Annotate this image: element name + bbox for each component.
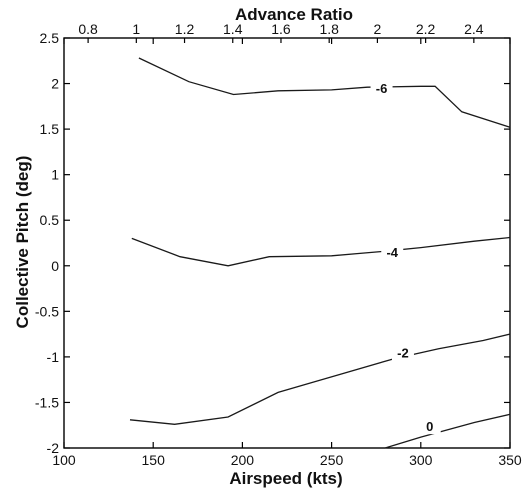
x-tick-label: 250 bbox=[320, 452, 344, 468]
top-tick-label: 0.8 bbox=[78, 21, 98, 37]
y-tick-label: 1.5 bbox=[40, 121, 60, 137]
y-tick-label: 0 bbox=[51, 258, 59, 274]
top-tick-label: 1.2 bbox=[175, 21, 195, 37]
y-axis-title: Collective Pitch (deg) bbox=[13, 156, 32, 329]
x-axis-title: Airspeed (kts) bbox=[229, 469, 342, 488]
contour-label-bg bbox=[370, 80, 393, 97]
y-tick-label: 1 bbox=[51, 167, 59, 183]
y-ticks: -2 -1.5 -1 -0.5 0 0.5 1 1.5 2 2.5 bbox=[35, 30, 510, 456]
x-ticks: 100 150 200 250 300 350 bbox=[52, 38, 522, 468]
y-tick-label: -2 bbox=[47, 440, 60, 456]
top-tick-label: 2.2 bbox=[416, 21, 436, 37]
top-tick-label: 1 bbox=[132, 21, 140, 37]
top-tick-label: 1.4 bbox=[223, 21, 243, 37]
y-tick-label: 0.5 bbox=[40, 212, 60, 228]
contour-label: -4 bbox=[386, 245, 398, 260]
top-axis-title: Advance Ratio bbox=[235, 5, 353, 24]
y-tick-label: 2 bbox=[51, 76, 59, 92]
x-tick-label: 150 bbox=[142, 452, 166, 468]
y-tick-label: -1.5 bbox=[35, 394, 59, 410]
contour-label-bg bbox=[418, 418, 441, 435]
top-tick-label: 1.8 bbox=[319, 21, 339, 37]
contour-lines: -6 -4 -2 0 bbox=[129, 57, 511, 449]
x-tick-label: 300 bbox=[409, 452, 433, 468]
contour-line bbox=[129, 333, 511, 425]
top-tick-label: 2 bbox=[374, 21, 382, 37]
contour-label-bg bbox=[381, 244, 404, 261]
top-tick-label: 1.6 bbox=[271, 21, 291, 37]
x-tick-label: 200 bbox=[231, 452, 255, 468]
contour-label-bg bbox=[391, 344, 414, 361]
contour-label: -2 bbox=[397, 345, 409, 360]
x-tick-label: 100 bbox=[52, 452, 76, 468]
contour-label: 0 bbox=[426, 419, 433, 434]
plot-frame bbox=[63, 37, 511, 449]
y-tick-label: -0.5 bbox=[35, 303, 59, 319]
contour-label: -6 bbox=[376, 81, 388, 96]
contour-line bbox=[384, 413, 511, 449]
y-tick-label: 2.5 bbox=[40, 30, 60, 46]
top-axis-ticks: 0.8 1 1.2 1.4 1.6 1.8 2 2.2 2.4 bbox=[78, 21, 484, 43]
top-tick-label: 2.4 bbox=[464, 21, 484, 37]
contour-line bbox=[131, 236, 511, 267]
x-tick-label: 350 bbox=[498, 452, 522, 468]
contour-line bbox=[138, 57, 511, 128]
y-tick-label: -1 bbox=[47, 349, 60, 365]
